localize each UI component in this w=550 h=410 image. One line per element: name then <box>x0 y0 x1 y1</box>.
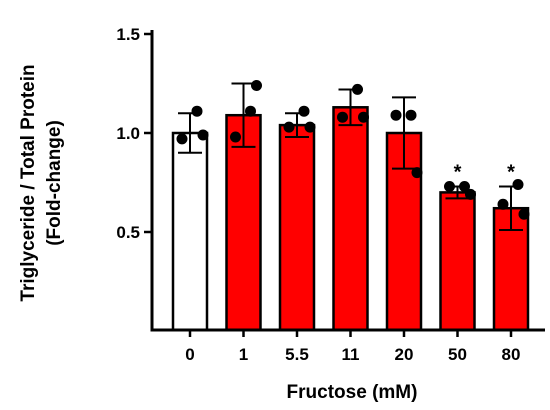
data-point-0-2 <box>176 133 188 145</box>
x-tick-label-5.5: 5.5 <box>285 345 309 364</box>
data-point-5.5-1 <box>298 105 310 117</box>
data-point-11-2 <box>337 111 348 123</box>
points-layer <box>176 80 530 220</box>
x-tick-label-11: 11 <box>342 345 360 364</box>
data-point-5.5-3 <box>304 121 316 133</box>
data-point-1-2 <box>230 131 241 143</box>
x-tick-label-80: 80 <box>502 345 521 364</box>
data-point-50-3 <box>465 188 476 200</box>
y-axis-title-line-1: Triglyceride / Total Protein <box>18 64 39 301</box>
x-tick-label-1: 1 <box>239 345 248 364</box>
error-bars-layer <box>178 82 523 232</box>
data-point-1-1 <box>245 105 256 117</box>
bar-11 <box>332 106 369 332</box>
y-axis-title-line-2: (Fold-change) <box>44 120 65 246</box>
data-point-11-3 <box>358 111 369 123</box>
significance-star-80: * <box>507 162 515 184</box>
data-point-50-2 <box>444 181 455 192</box>
x-tick-label-0: 0 <box>185 345 194 364</box>
data-point-20-3 <box>411 167 423 179</box>
bars-layer <box>171 106 530 332</box>
significance-layer: * * <box>454 162 516 184</box>
bar-0 <box>171 131 209 332</box>
data-point-20-1 <box>405 109 417 121</box>
axes-layer <box>144 30 545 337</box>
data-point-1-3 <box>251 80 262 91</box>
bar-50 <box>439 191 476 332</box>
y-tick-label-0.5: 0.5 <box>116 223 140 242</box>
data-point-50-1 <box>459 181 470 192</box>
data-point-0-3 <box>197 129 209 141</box>
data-point-11-1 <box>352 83 363 95</box>
data-point-80-2 <box>497 198 509 210</box>
x-tick-label-50: 50 <box>448 345 467 364</box>
bar-5.5 <box>278 123 316 332</box>
significance-star-50: * <box>454 162 462 184</box>
data-point-20-2 <box>390 109 402 121</box>
y-tick-label-1.5: 1.5 <box>116 25 140 44</box>
data-point-0-1 <box>191 105 203 117</box>
labels-layer: 0 1 5.5 11 20 50 80 0.5 1.0 1.5 Fructose (mM) Trigl… <box>18 25 520 403</box>
y-tick-label-1.0: 1.0 <box>116 124 140 143</box>
x-tick-label-20: 20 <box>395 345 414 364</box>
x-axis-title: Fructose (mM) <box>287 382 418 403</box>
data-point-80-1 <box>512 179 524 190</box>
data-point-80-3 <box>518 208 530 220</box>
data-point-5.5-2 <box>283 121 295 133</box>
